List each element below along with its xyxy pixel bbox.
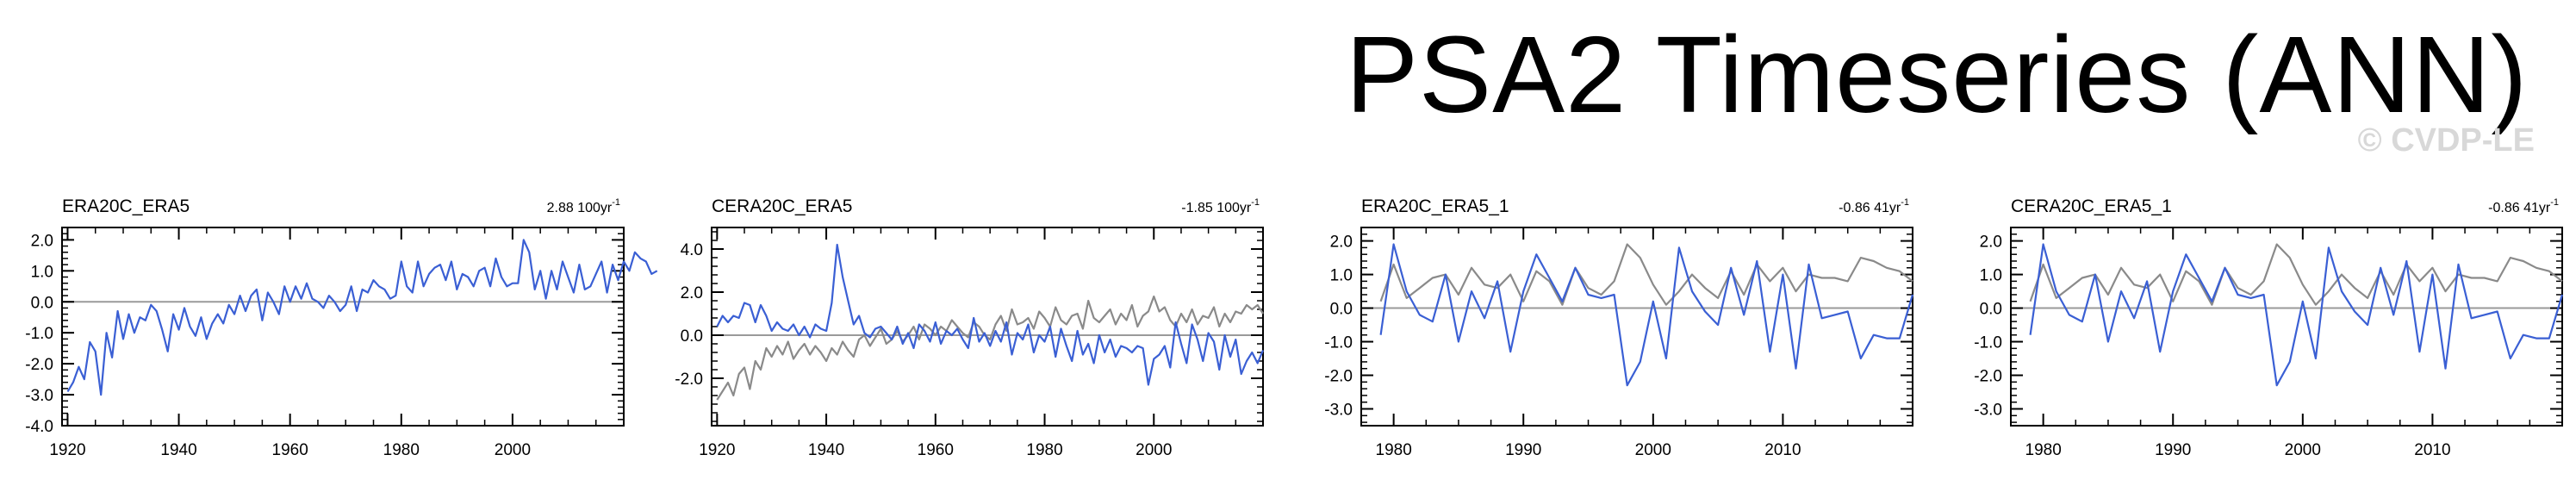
y-tick-label: 0.0 bbox=[1330, 301, 1353, 319]
x-tick-label: 1920 bbox=[699, 441, 735, 459]
y-tick-label: 1.0 bbox=[1330, 267, 1353, 285]
y-tick-label: 4.0 bbox=[681, 241, 703, 259]
x-tick-label: 2010 bbox=[1764, 441, 1801, 459]
chart-title: CERA20C_ERA5 bbox=[712, 196, 852, 216]
plot-frame bbox=[61, 227, 625, 427]
y-tick-label: -3.0 bbox=[25, 387, 53, 405]
trend-exponent: -1 bbox=[612, 197, 620, 208]
trend-label: -0.86 41yr-1 bbox=[2488, 197, 2559, 215]
series-line-era5 bbox=[716, 295, 1264, 401]
y-tick-label: 1.0 bbox=[31, 263, 53, 281]
x-tick-label: 1980 bbox=[383, 441, 420, 459]
plot-frame bbox=[2010, 227, 2563, 427]
y-tick-label: 2.0 bbox=[31, 232, 53, 250]
y-tick-label: 2.0 bbox=[1980, 234, 2002, 252]
x-tick-label: 2000 bbox=[1635, 441, 1671, 459]
y-tick-label: -2.0 bbox=[25, 356, 53, 374]
x-tick-label: 1940 bbox=[160, 441, 196, 459]
chart-title: ERA20C_ERA5 bbox=[62, 196, 190, 216]
chart-panel-1: ERA20C_ERA5 2.88 100yr-1 -4.0 -3.0 -2.0 -1.0 0… bbox=[25, 196, 658, 459]
watermark: © CVDP-LE bbox=[2357, 122, 2535, 159]
y-tick-label: 2.0 bbox=[1330, 234, 1353, 252]
x-tick-label: 2000 bbox=[2285, 441, 2321, 459]
series-line-era5 bbox=[2029, 243, 2563, 306]
y-tick-label: 0.0 bbox=[1980, 301, 2002, 319]
y-tick-label: 0.0 bbox=[31, 294, 53, 312]
y-tick-label: 2.0 bbox=[681, 284, 703, 302]
x-tick-label: 1940 bbox=[808, 441, 844, 459]
chart-panel-3: ERA20C_ERA5_1 -0.86 41yr-1 -3.0 -2.0 -1.0 0.0… bbox=[1324, 196, 1914, 459]
y-tick-label: 1.0 bbox=[1980, 267, 2002, 285]
y-tick-label: -1.0 bbox=[1974, 334, 2002, 352]
trend-value: -1.85 100yr bbox=[1181, 201, 1252, 215]
y-tick-label: -3.0 bbox=[1974, 402, 2002, 420]
y-tick-label: -3.0 bbox=[1324, 402, 1353, 420]
trend-label: 2.88 100yr-1 bbox=[547, 197, 620, 215]
x-tick-label: 1990 bbox=[2155, 441, 2191, 459]
trend-value: -0.86 41yr bbox=[2488, 201, 2551, 215]
x-tick-label: 1920 bbox=[49, 441, 85, 459]
series-line-cera20c-era5-1 bbox=[2029, 243, 2564, 387]
trend-value: -0.86 41yr bbox=[1839, 201, 1901, 215]
x-tick-label: 1960 bbox=[272, 441, 308, 459]
x-tick-label: 2000 bbox=[495, 441, 531, 459]
series-line-era20c-era5 bbox=[66, 239, 658, 396]
x-tick-label: 1980 bbox=[1026, 441, 1062, 459]
chart-panel-4: CERA20C_ERA5_1 -0.86 41yr-1 -3.0 -2.0 -1.0 0.… bbox=[1974, 196, 2564, 459]
trend-exponent: -1 bbox=[1251, 197, 1260, 208]
chart-title: CERA20C_ERA5_1 bbox=[2011, 196, 2172, 216]
y-tick-label: -1.0 bbox=[25, 325, 53, 343]
trend-exponent: -1 bbox=[2550, 197, 2559, 208]
series-line-era5 bbox=[1379, 243, 1913, 306]
trend-label: -0.86 41yr-1 bbox=[1839, 197, 1909, 215]
x-tick-label: 1980 bbox=[1376, 441, 1412, 459]
trend-value: 2.88 100yr bbox=[547, 201, 613, 215]
y-tick-label: -1.0 bbox=[1324, 334, 1353, 352]
trend-exponent: -1 bbox=[1901, 197, 1909, 208]
y-tick-label: -4.0 bbox=[25, 418, 53, 436]
series-line-era20c-era5-1 bbox=[1379, 243, 1914, 387]
y-tick-label: 0.0 bbox=[681, 327, 703, 346]
series-line-cera20c-era5 bbox=[716, 243, 1265, 386]
x-tick-label: 1960 bbox=[918, 441, 954, 459]
x-tick-label: 2010 bbox=[2414, 441, 2450, 459]
chart-title: ERA20C_ERA5_1 bbox=[1361, 196, 1509, 216]
chart-panel-2: CERA20C_ERA5 -1.85 100yr-1 -2.0 0.0 2.0 4.0 19… bbox=[675, 196, 1265, 459]
plot-frame bbox=[1360, 227, 1913, 427]
y-tick-label: -2.0 bbox=[1324, 368, 1353, 386]
y-tick-label: -2.0 bbox=[1974, 368, 2002, 386]
x-tick-label: 2000 bbox=[1136, 441, 1172, 459]
x-tick-label: 1990 bbox=[1505, 441, 1541, 459]
trend-label: -1.85 100yr-1 bbox=[1181, 197, 1260, 215]
page-title: PSA2 Timeseries (ANN) bbox=[1346, 14, 2529, 135]
y-tick-label: -2.0 bbox=[675, 371, 703, 389]
x-tick-label: 1980 bbox=[2025, 441, 2062, 459]
